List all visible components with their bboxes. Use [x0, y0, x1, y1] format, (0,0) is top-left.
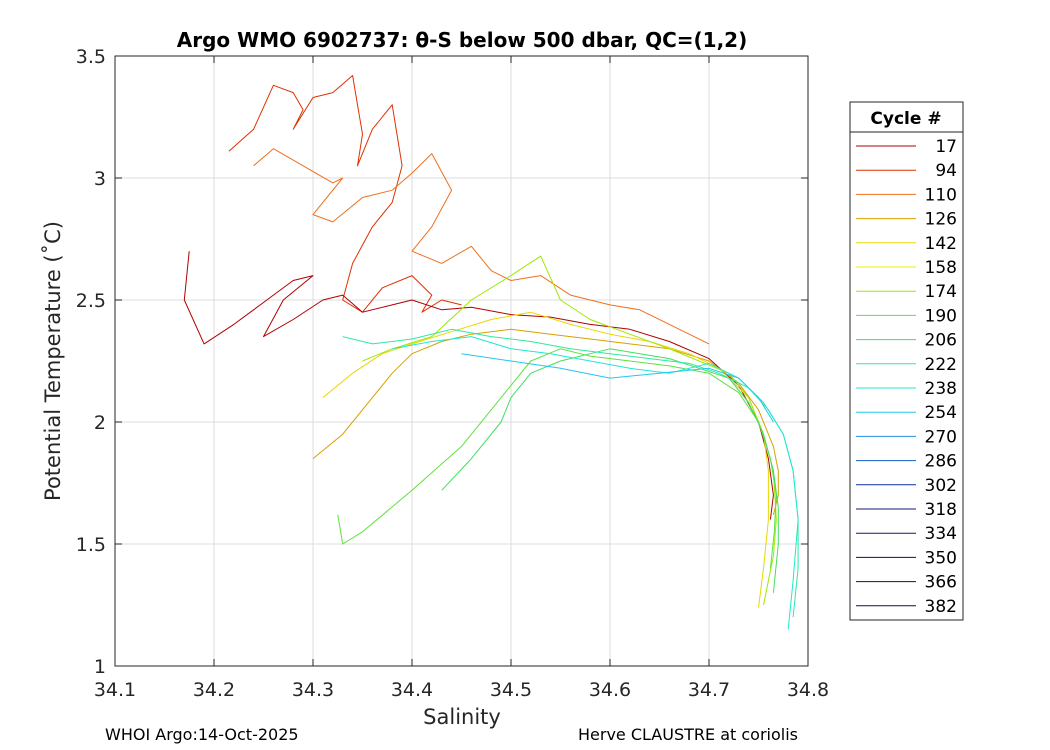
legend-label: 286	[925, 452, 957, 472]
y-axis-label: Potential Temperature (˚C)	[41, 221, 65, 501]
x-tick-label: 34.8	[787, 679, 829, 701]
tick-marks	[114, 55, 809, 667]
plot-area-frame	[114, 55, 809, 667]
series-line-cycle-110	[253, 148, 710, 345]
legend-label: 222	[925, 355, 957, 375]
x-axis-label: Salinity	[423, 705, 501, 729]
legend-label: 94	[935, 161, 957, 181]
series-line-cycle-206	[441, 348, 779, 593]
legend-label: 190	[925, 306, 957, 326]
x-tick-label: 34.7	[688, 679, 730, 701]
legend-label: 110	[925, 185, 957, 205]
x-tick-label: 34.2	[193, 679, 235, 701]
series-line-cycle-17	[183, 251, 774, 520]
plot-series	[183, 75, 799, 630]
legend-label: 126	[925, 210, 957, 230]
y-tick-label: 1	[94, 656, 106, 678]
x-tick-label: 34.4	[391, 679, 433, 701]
y-tick-label: 2	[94, 412, 106, 434]
series-line-cycle-142	[322, 311, 769, 608]
x-tick-label: 34.6	[589, 679, 631, 701]
y-tick-labels: 1 1.5 2 2.5 3 3.5	[76, 46, 106, 678]
x-tick-label: 34.5	[490, 679, 532, 701]
y-tick-label: 1.5	[76, 534, 106, 556]
series-line-cycle-94	[228, 75, 462, 313]
series-line-cycle-222	[342, 328, 799, 618]
footer-credit: Herve CLAUSTRE at coriolis	[578, 725, 798, 744]
legend-label: 142	[925, 234, 957, 254]
x-tick-labels: 34.1 34.2 34.3 34.4 34.5 34.6 34.7 34.8	[94, 679, 829, 701]
legend-title: Cycle #	[870, 109, 941, 129]
chart-title: Argo WMO 6902737: θ-S below 500 dbar, QC…	[177, 28, 747, 52]
series-line-cycle-126	[312, 328, 779, 515]
series-line-cycle-174	[362, 255, 777, 606]
y-tick-label: 2.5	[76, 290, 106, 312]
legend-label: 350	[925, 548, 957, 568]
series-line-cycle-190	[337, 348, 777, 569]
x-tick-label: 34.3	[292, 679, 334, 701]
legend-label: 17	[935, 137, 957, 157]
legend-label: 206	[925, 331, 957, 351]
legend-label: 318	[925, 500, 957, 520]
legend-label: 174	[925, 282, 957, 302]
legend-entries: 17 94 110 126 142 158 174 190 206 222 238 254 270 286…	[856, 137, 957, 617]
legend-label: 254	[925, 403, 957, 423]
legend-label: 158	[925, 258, 957, 278]
series-line-cycle-238	[392, 336, 799, 630]
x-tick-label: 34.1	[94, 679, 136, 701]
footer-date: WHOI Argo:14-Oct-2025	[105, 725, 299, 744]
series-line-cycle-254	[461, 353, 774, 423]
legend: Cycle # 17 94 110 126 142 158 174 190 206 222 238 2…	[849, 101, 964, 621]
legend-label: 334	[925, 524, 957, 544]
y-tick-label: 3.5	[76, 46, 106, 68]
legend-label: 270	[925, 427, 957, 447]
legend-label: 382	[925, 597, 957, 617]
legend-label: 366	[925, 573, 957, 593]
legend-label: 302	[925, 476, 957, 496]
legend-label: 238	[925, 379, 957, 399]
y-tick-label: 3	[94, 168, 106, 190]
